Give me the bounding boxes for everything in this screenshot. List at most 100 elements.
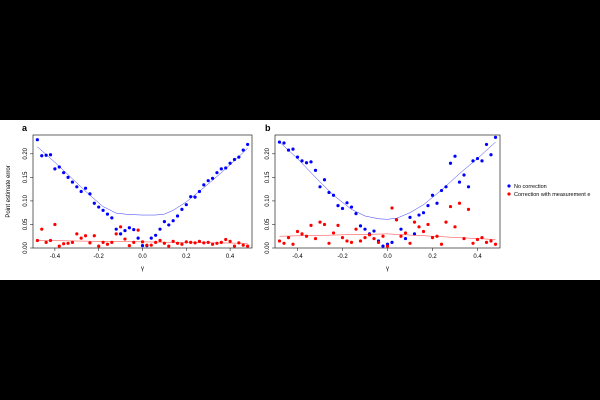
data-point-no-correction [322,178,327,182]
data-point-corrected [97,244,101,248]
data-point-corrected [162,241,166,245]
data-point-corrected [390,206,394,210]
data-point-no-correction [193,195,197,199]
data-point-no-correction [435,201,439,205]
data-point-no-correction [136,236,140,240]
legend-label: Correction with measurement e [514,192,590,198]
data-point-no-correction [224,166,228,170]
data-point-no-correction [417,213,421,217]
data-point-corrected [381,234,385,238]
data-point-corrected [282,241,286,245]
data-point-no-correction [92,201,96,205]
data-point-no-correction [318,185,322,189]
data-point-no-correction [246,142,250,147]
data-point-no-correction [484,142,489,147]
data-point-no-correction [114,227,118,231]
data-point-corrected [394,218,399,222]
data-point-corrected [367,233,372,237]
data-point-corrected [484,240,489,244]
data-point-corrected [175,241,180,245]
data-point-corrected [448,204,453,209]
data-point-corrected [286,236,291,240]
data-point-no-correction [358,224,363,228]
data-point-corrected [358,239,363,243]
data-point-no-correction [489,153,493,157]
data-point-no-correction [57,165,61,169]
y-tick-label: 0.15 [265,171,271,183]
data-point-no-correction [215,171,219,175]
data-point-no-correction [430,193,435,197]
data-point-corrected [399,234,403,238]
data-point-no-correction [403,236,408,241]
y-tick-label: 0.00 [265,242,271,254]
legend-marker [507,192,511,196]
data-point-corrected [158,238,162,243]
data-point-corrected [480,236,484,240]
data-point-no-correction [327,190,331,195]
data-point-corrected [246,244,250,248]
data-point-corrected [48,238,53,243]
data-point-no-correction [412,232,417,236]
x-tick-label: -0.4 [292,254,303,260]
x-tick-label: 0.2 [182,254,191,260]
data-point-corrected [75,232,79,236]
data-point-no-correction [241,148,245,152]
data-point-corrected [295,229,300,234]
data-point-no-correction [35,138,39,142]
data-point-no-correction [206,179,210,183]
data-point-corrected [376,240,381,244]
panel-letter: b [265,123,271,133]
data-point-corrected [154,240,158,244]
fit-line-corrected [279,233,496,240]
data-point-no-correction [448,161,453,165]
y-tick-label: 0.05 [23,218,29,230]
y-axis-title: Point estimate error [6,165,12,217]
data-point-no-correction [110,216,114,220]
y-tick-label: 0.20 [265,147,271,159]
x-tick-label: 0.2 [428,254,437,260]
data-point-no-correction [197,189,202,194]
data-point-corrected [457,201,462,205]
data-point-no-correction [70,180,75,184]
data-point-corrected [193,241,197,245]
data-point-no-correction [295,155,300,159]
data-point-no-correction [40,154,44,158]
x-tick-label: 0.0 [138,254,147,260]
y-tick-label: 0.05 [265,218,271,230]
data-point-corrected [322,222,327,227]
data-point-corrected [149,243,153,247]
data-point-corrected [202,241,206,245]
data-point-corrected [53,222,57,227]
data-point-no-correction [123,228,127,233]
data-point-corrected [493,242,498,246]
data-point-no-correction [345,201,349,205]
data-point-corrected [66,241,70,245]
data-point-no-correction [97,205,101,209]
data-point-corrected [331,231,336,235]
data-point-no-correction [219,167,223,171]
data-point-corrected [489,239,493,243]
data-point-corrected [241,243,245,247]
data-point-no-correction [286,148,291,152]
legend-label: No correction [514,184,547,190]
data-point-no-correction [390,240,394,244]
plot-frame [274,134,501,249]
data-point-no-correction [132,228,136,232]
x-tick-label: -0.2 [337,254,348,260]
data-point-corrected [119,225,123,229]
data-point-corrected [184,240,188,244]
data-point-corrected [309,223,313,227]
panel-letter: a [22,123,28,133]
data-point-corrected [340,236,345,240]
data-point-corrected [189,240,193,244]
data-point-corrected [385,244,390,248]
x-tick-label: 0.4 [226,254,235,260]
data-point-corrected [210,242,215,246]
data-point-corrected [228,239,232,244]
data-point-no-correction [158,227,162,231]
data-point-no-correction [466,185,471,189]
data-point-corrected [430,236,435,240]
data-point-corrected [57,244,61,248]
data-point-corrected [277,239,282,243]
data-point-corrected [110,240,114,244]
